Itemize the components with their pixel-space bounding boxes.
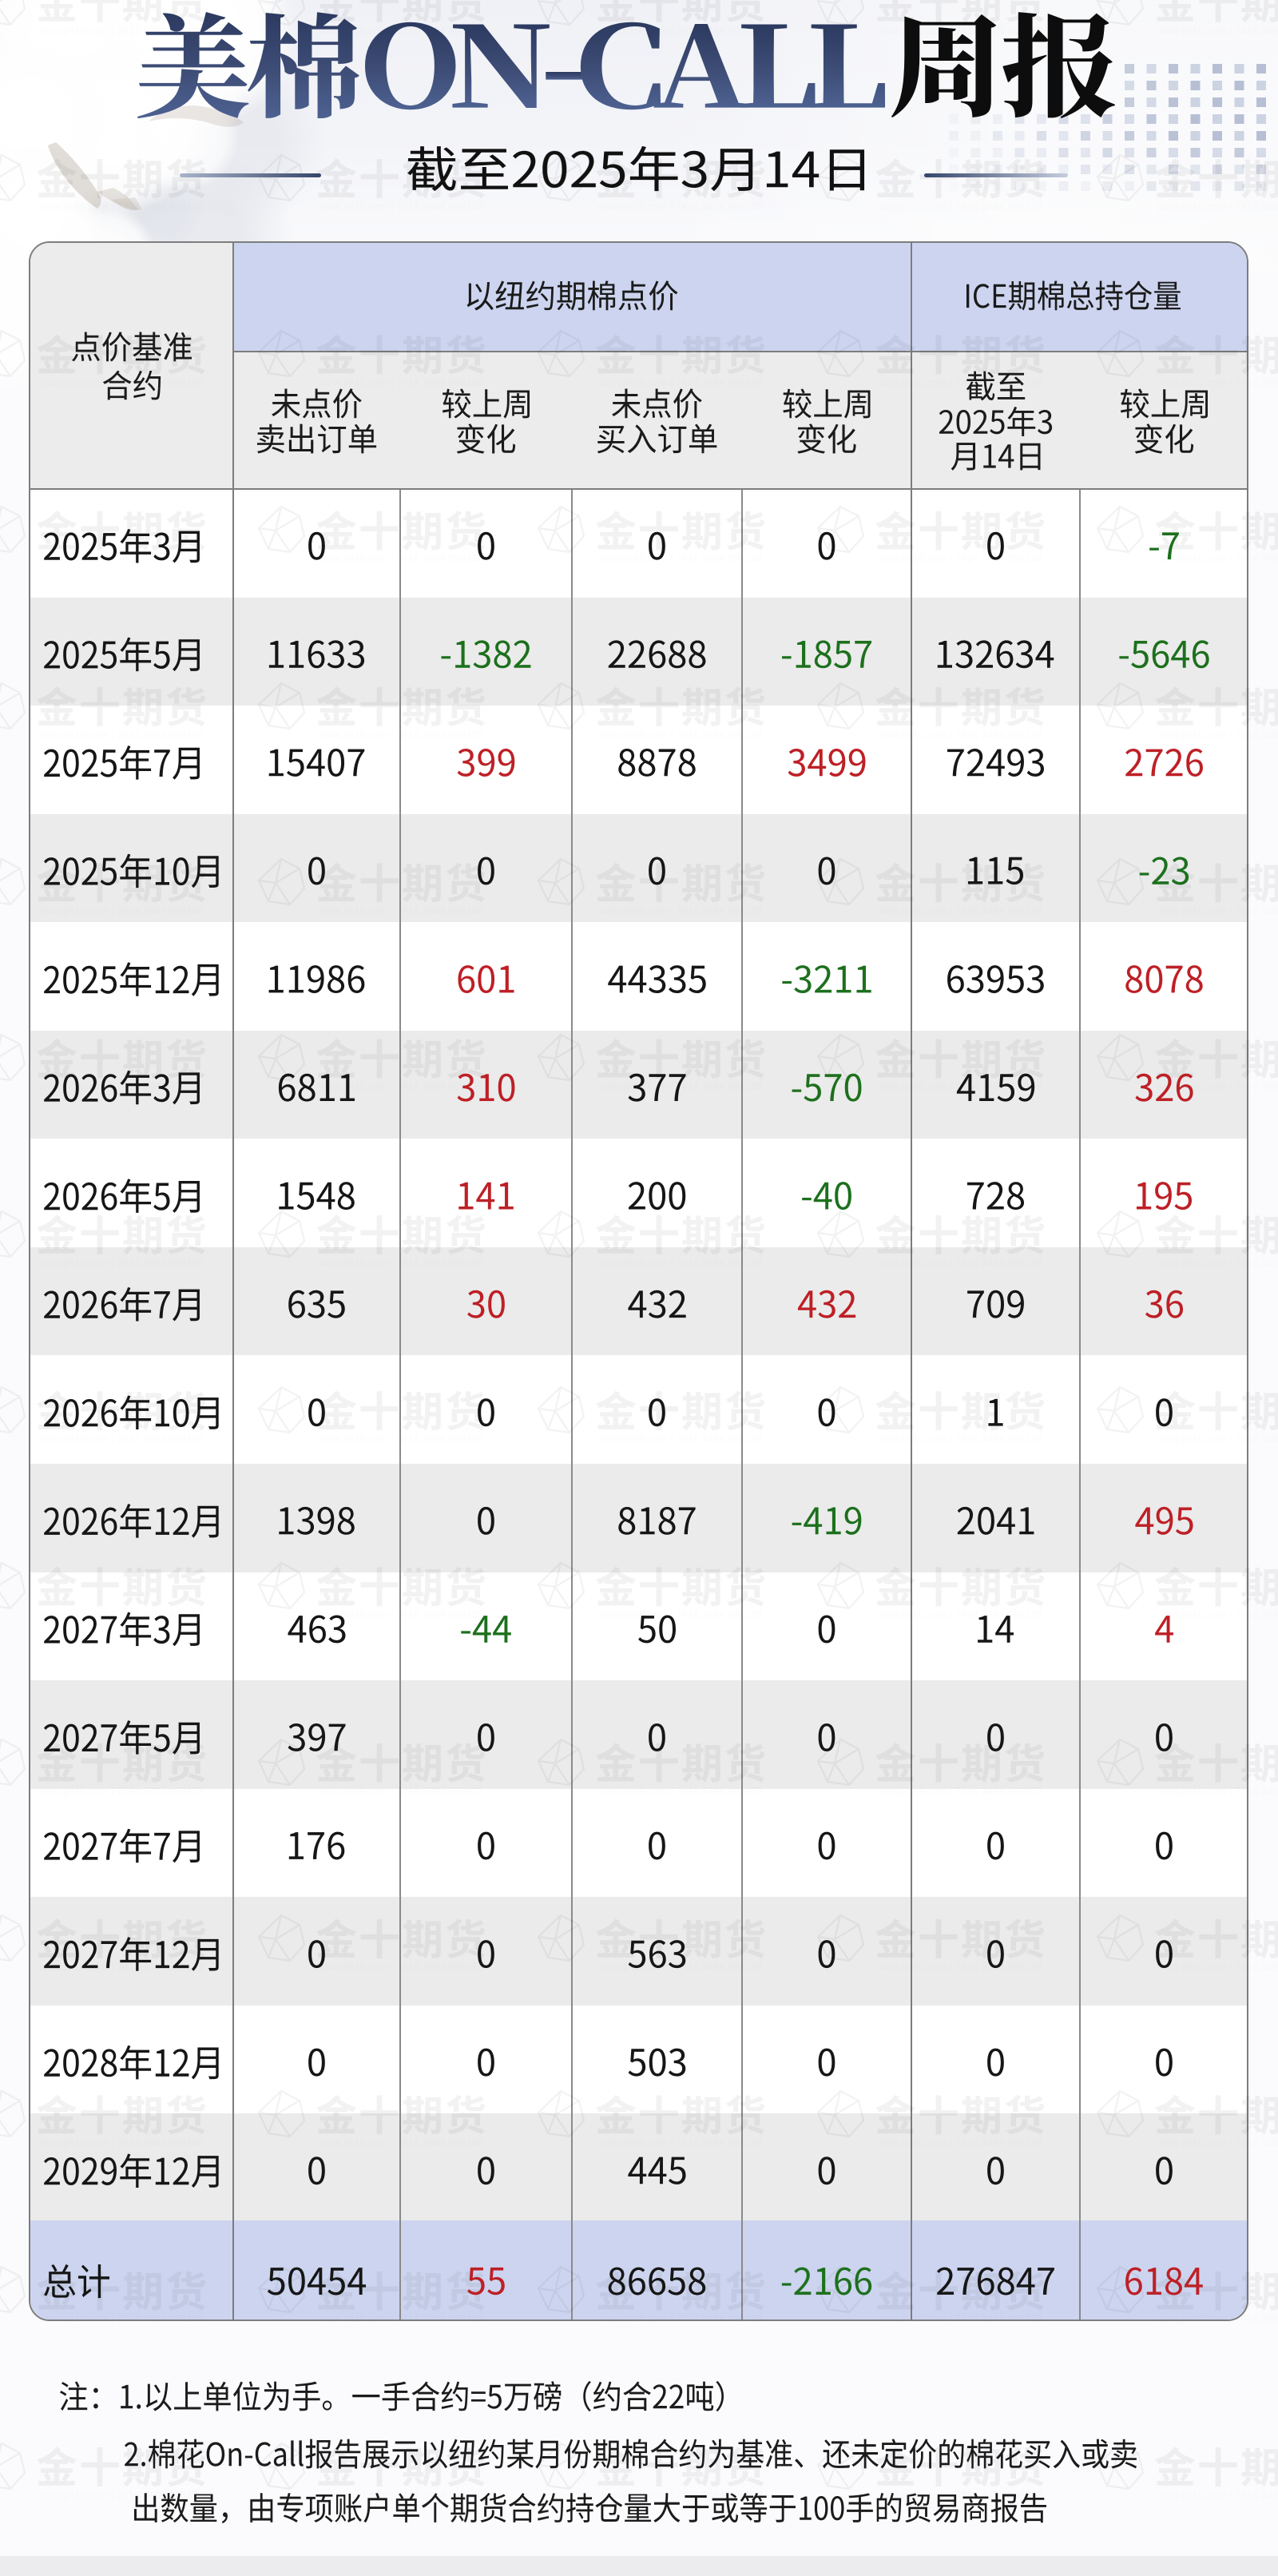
svg-text:www.jin10.com | 7414 3484 9981: www.jin10.com | 7414 3484 998138 [318, 201, 483, 213]
svg-text:www.jin10.com | 7414 3484 9981: www.jin10.com | 7414 3484 998138 [318, 376, 483, 388]
svg-text:www.jin10.com | 7414 3484 9981: www.jin10.com | 7414 3484 998138 [318, 729, 483, 741]
svg-text:www.jin10.com | 7414 3484 9981: www.jin10.com | 7414 3484 998138 [318, 1257, 483, 1269]
svg-text:www.jin10.com | 7414 3484 9981: www.jin10.com | 7414 3484 998138 [318, 1785, 483, 1797]
svg-text:www.jin10.com | 7414 3484 9981: www.jin10.com | 7414 3484 998138 [877, 1433, 1042, 1445]
svg-text:www.jin10.com | 7414 3484 9981: www.jin10.com | 7414 3484 998138 [597, 729, 763, 741]
svg-text:www.jin10.com | 7414 3484 9981: www.jin10.com | 7414 3484 998138 [318, 552, 483, 564]
svg-text:www.jin10.com | 7414 3484 9981: www.jin10.com | 7414 3484 998138 [318, 1080, 483, 1092]
svg-text:www.jin10.com | 7414 3484 9981: www.jin10.com | 7414 3484 998138 [38, 1785, 204, 1797]
svg-text:www.jin10.com | 7414 3484 9981: www.jin10.com | 7414 3484 998138 [877, 2489, 1042, 2501]
svg-text:www.jin10.com | 7414 3484 9981: www.jin10.com | 7414 3484 998138 [877, 904, 1042, 916]
svg-text:www.jin10.com | 7414 3484 9981: www.jin10.com | 7414 3484 998138 [597, 1785, 763, 1797]
svg-text:www.jin10.com | 7414 3484 9981: www.jin10.com | 7414 3484 998138 [1157, 904, 1278, 916]
svg-text:www.jin10.com | 7414 3484 9981: www.jin10.com | 7414 3484 998138 [1157, 1080, 1278, 1092]
svg-text:www.jin10.com | 7414 3484 9981: www.jin10.com | 7414 3484 998138 [1157, 552, 1278, 564]
svg-text:www.jin10.com | 7414 3484 9981: www.jin10.com | 7414 3484 998138 [1157, 1433, 1278, 1445]
svg-text:www.jin10.com | 7414 3484 9981: www.jin10.com | 7414 3484 998138 [877, 25, 1042, 37]
svg-text:www.jin10.com | 7414 3484 9981: www.jin10.com | 7414 3484 998138 [318, 2137, 483, 2149]
svg-text:www.jin10.com | 7414 3484 9981: www.jin10.com | 7414 3484 998138 [1157, 2137, 1278, 2149]
svg-text:www.jin10.com | 7414 3484 9981: www.jin10.com | 7414 3484 998138 [318, 1433, 483, 1445]
svg-text:www.jin10.com | 7414 3484 9981: www.jin10.com | 7414 3484 998138 [38, 201, 204, 213]
svg-text:www.jin10.com | 7414 3484 9981: www.jin10.com | 7414 3484 998138 [38, 729, 204, 741]
svg-text:www.jin10.com | 7414 3484 9981: www.jin10.com | 7414 3484 998138 [1157, 1608, 1278, 1620]
svg-text:www.jin10.com | 7414 3484 9981: www.jin10.com | 7414 3484 998138 [38, 1433, 204, 1445]
svg-text:www.jin10.com | 7414 3484 9981: www.jin10.com | 7414 3484 998138 [597, 2312, 763, 2324]
svg-text:www.jin10.com | 7414 3484 9981: www.jin10.com | 7414 3484 998138 [877, 1961, 1042, 1973]
svg-text:www.jin10.com | 7414 3484 9981: www.jin10.com | 7414 3484 998138 [597, 2137, 763, 2149]
svg-text:www.jin10.com | 7414 3484 9981: www.jin10.com | 7414 3484 998138 [597, 552, 763, 564]
svg-text:www.jin10.com | 7414 3484 9981: www.jin10.com | 7414 3484 998138 [1157, 1257, 1278, 1269]
svg-text:www.jin10.com | 7414 3484 9981: www.jin10.com | 7414 3484 998138 [877, 729, 1042, 741]
svg-text:www.jin10.com | 7414 3484 9981: www.jin10.com | 7414 3484 998138 [877, 2312, 1042, 2324]
svg-text:www.jin10.com | 7414 3484 9981: www.jin10.com | 7414 3484 998138 [1157, 25, 1278, 37]
svg-text:www.jin10.com | 7414 3484 9981: www.jin10.com | 7414 3484 998138 [597, 1257, 763, 1269]
svg-text:www.jin10.com | 7414 3484 9981: www.jin10.com | 7414 3484 998138 [597, 1433, 763, 1445]
svg-text:www.jin10.com | 7414 3484 9981: www.jin10.com | 7414 3484 998138 [877, 552, 1042, 564]
svg-text:www.jin10.com | 7414 3484 9981: www.jin10.com | 7414 3484 998138 [597, 201, 763, 213]
svg-text:www.jin10.com | 7414 3484 9981: www.jin10.com | 7414 3484 998138 [597, 1608, 763, 1620]
svg-text:www.jin10.com | 7414 3484 9981: www.jin10.com | 7414 3484 998138 [1157, 2312, 1278, 2324]
svg-text:www.jin10.com | 7414 3484 9981: www.jin10.com | 7414 3484 998138 [597, 376, 763, 388]
svg-text:www.jin10.com | 7414 3484 9981: www.jin10.com | 7414 3484 998138 [318, 2312, 483, 2324]
svg-text:www.jin10.com | 7414 3484 9981: www.jin10.com | 7414 3484 998138 [38, 1257, 204, 1269]
svg-text:www.jin10.com | 7414 3484 9981: www.jin10.com | 7414 3484 998138 [877, 1785, 1042, 1797]
svg-text:www.jin10.com | 7414 3484 9981: www.jin10.com | 7414 3484 998138 [318, 904, 483, 916]
svg-text:www.jin10.com | 7414 3484 9981: www.jin10.com | 7414 3484 998138 [877, 2137, 1042, 2149]
svg-text:www.jin10.com | 7414 3484 9981: www.jin10.com | 7414 3484 998138 [318, 1961, 483, 1973]
svg-text:www.jin10.com | 7414 3484 9981: www.jin10.com | 7414 3484 998138 [38, 2137, 204, 2149]
svg-text:www.jin10.com | 7414 3484 9981: www.jin10.com | 7414 3484 998138 [38, 2312, 204, 2324]
svg-text:www.jin10.com | 7414 3484 9981: www.jin10.com | 7414 3484 998138 [877, 201, 1042, 213]
svg-text:www.jin10.com | 7414 3484 9981: www.jin10.com | 7414 3484 998138 [877, 1608, 1042, 1620]
svg-text:www.jin10.com | 7414 3484 9981: www.jin10.com | 7414 3484 998138 [1157, 1785, 1278, 1797]
svg-text:www.jin10.com | 7414 3484 9981: www.jin10.com | 7414 3484 998138 [597, 2489, 763, 2501]
svg-text:www.jin10.com | 7414 3484 9981: www.jin10.com | 7414 3484 998138 [38, 904, 204, 916]
svg-text:www.jin10.com | 7414 3484 9981: www.jin10.com | 7414 3484 998138 [1157, 201, 1278, 213]
svg-text:www.jin10.com | 7414 3484 9981: www.jin10.com | 7414 3484 998138 [597, 904, 763, 916]
svg-text:www.jin10.com | 7414 3484 9981: www.jin10.com | 7414 3484 998138 [1157, 376, 1278, 388]
svg-text:www.jin10.com | 7414 3484 9981: www.jin10.com | 7414 3484 998138 [1157, 1961, 1278, 1973]
svg-text:www.jin10.com | 7414 3484 9981: www.jin10.com | 7414 3484 998138 [1157, 2489, 1278, 2501]
svg-text:www.jin10.com | 7414 3484 9981: www.jin10.com | 7414 3484 998138 [877, 1257, 1042, 1269]
svg-text:www.jin10.com | 7414 3484 9981: www.jin10.com | 7414 3484 998138 [1157, 729, 1278, 741]
